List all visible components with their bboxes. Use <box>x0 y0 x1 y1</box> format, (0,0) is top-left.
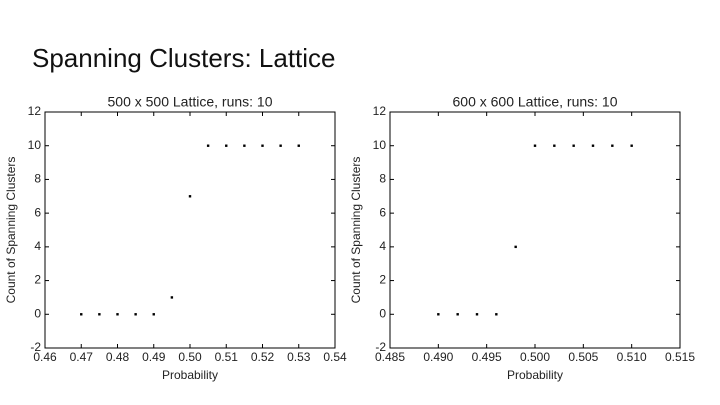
point <box>116 313 119 316</box>
x-tick-label: 0.49 <box>142 350 166 364</box>
x-tick-label: 0.510 <box>617 350 647 364</box>
x-tick-label: 0.505 <box>568 350 598 364</box>
y-tick-label: -2 <box>375 340 386 354</box>
x-tick-label: 0.51 <box>215 350 239 364</box>
point <box>533 144 537 147</box>
point <box>456 313 459 316</box>
x-tick-label: 0.47 <box>70 350 94 364</box>
y-tick-label: 4 <box>379 239 386 253</box>
point <box>279 144 282 147</box>
y-tick-label: -2 <box>30 340 41 354</box>
point <box>80 313 83 316</box>
x-axis-label: Probability <box>162 368 218 382</box>
x-tick-label: 0.495 <box>472 350 502 364</box>
point <box>591 144 595 147</box>
point <box>495 313 498 316</box>
x-tick-label: 0.50 <box>178 350 202 364</box>
x-tick-label: 0.54 <box>323 350 347 364</box>
x-tick-label: 0.48 <box>106 350 130 364</box>
y-tick-label: 6 <box>34 205 41 219</box>
point <box>611 144 614 147</box>
point <box>152 313 155 316</box>
point <box>243 144 246 147</box>
point <box>188 195 192 198</box>
y-tick-label: 8 <box>34 172 41 186</box>
y-axis-label: Count of Spanning Clusters <box>4 157 18 304</box>
y-tick-label: 2 <box>34 273 41 287</box>
y-tick-label: 12 <box>28 104 42 118</box>
y-axis-label: Count of Spanning Clusters <box>349 157 363 304</box>
y-tick-label: 6 <box>379 205 386 219</box>
point <box>98 313 101 316</box>
x-tick-label: 0.52 <box>251 350 275 364</box>
point <box>437 313 440 316</box>
point <box>630 144 633 147</box>
point <box>206 144 210 147</box>
x-tick-label: 0.46 <box>33 350 57 364</box>
y-tick-label: 4 <box>34 239 41 253</box>
x-tick-label: 0.500 <box>520 350 550 364</box>
point <box>475 313 479 316</box>
x-tick-label: 0.53 <box>287 350 311 364</box>
x-tick-label: 0.490 <box>423 350 453 364</box>
y-tick-label: 8 <box>379 172 386 186</box>
point <box>572 144 575 147</box>
point <box>553 144 556 147</box>
point <box>297 144 300 147</box>
point <box>170 296 174 299</box>
y-tick-label: 12 <box>373 104 387 118</box>
slide-title: Spanning Clusters: Lattice <box>32 43 336 73</box>
point <box>225 144 228 147</box>
y-tick-label: 10 <box>373 138 387 152</box>
point <box>134 313 137 316</box>
point <box>514 245 517 249</box>
chart-title: 600 x 600 Lattice, runs: 10 <box>453 94 618 110</box>
chart-title: 500 x 500 Lattice, runs: 10 <box>108 94 273 110</box>
y-tick-label: 2 <box>379 273 386 287</box>
y-tick-label: 0 <box>379 306 386 320</box>
point <box>261 144 264 147</box>
x-tick-label: 0.485 <box>375 350 405 364</box>
y-tick-label: 10 <box>28 138 42 152</box>
x-tick-label: 0.515 <box>665 350 695 364</box>
y-tick-label: 0 <box>34 306 41 320</box>
x-axis-label: Probability <box>507 368 563 382</box>
